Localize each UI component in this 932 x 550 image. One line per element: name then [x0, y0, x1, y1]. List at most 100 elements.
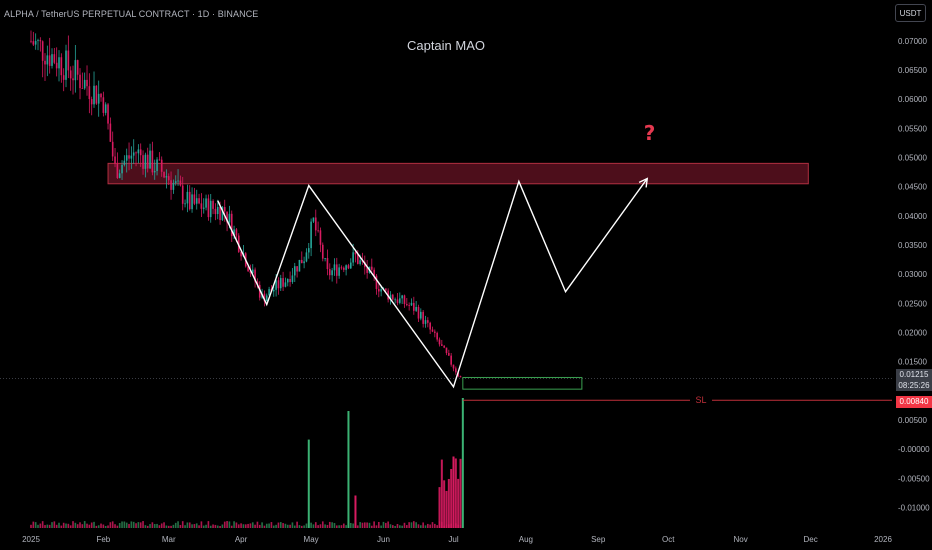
candle-body — [436, 332, 438, 340]
volume-bar — [58, 522, 60, 528]
volume-bar — [324, 524, 326, 528]
volume-bar — [314, 522, 317, 528]
volume-bar — [86, 523, 88, 528]
candle-body — [286, 278, 289, 283]
volume-bar — [198, 525, 200, 528]
price-tick-label: 0.03500 — [898, 241, 927, 250]
candle-body — [74, 60, 77, 81]
volume-bar — [289, 524, 291, 528]
candle-body — [373, 269, 375, 276]
volume-bar — [137, 522, 140, 528]
time-axis[interactable]: 2025 Feb Mar Apr May Jun Jul Aug Sep Oct Nov Dec 202… — [22, 535, 892, 544]
volume-bar — [149, 524, 151, 528]
candle-body — [296, 266, 298, 272]
volume-bar — [457, 478, 460, 528]
volume-bar — [95, 525, 98, 528]
candle-body — [163, 171, 165, 178]
volume-bar — [151, 522, 154, 528]
candle-body — [247, 266, 249, 272]
candle-body — [359, 260, 361, 264]
candle-body — [319, 230, 322, 245]
candle-body — [221, 207, 224, 221]
volume-bar — [319, 524, 322, 528]
projection-path[interactable] — [217, 178, 648, 389]
volume-bar — [424, 525, 427, 528]
volume-bar — [328, 521, 331, 528]
volume-bar — [97, 525, 100, 528]
volume-bar — [247, 523, 249, 528]
drawing-zones[interactable] — [107, 162, 809, 390]
price-tick-label: 0.02500 — [898, 299, 927, 308]
candle-body — [135, 152, 137, 154]
candle-body — [209, 200, 212, 218]
volume-bar — [221, 524, 224, 528]
candle-body — [427, 320, 429, 323]
candle-body — [179, 180, 182, 186]
volume-bar — [412, 521, 415, 528]
volume-bar — [375, 525, 378, 528]
candle-body — [317, 230, 319, 232]
candle-body — [149, 150, 151, 169]
price-axis[interactable]: 0.07000 0.06500 0.06000 0.05500 0.05000 0.045… — [898, 37, 930, 513]
volume-bar — [282, 523, 284, 528]
current-price-value: 0.01215 — [899, 370, 929, 379]
volume-bar — [41, 521, 44, 528]
volume-bar — [410, 522, 413, 528]
volume-bar — [172, 524, 175, 528]
candle-body — [438, 339, 441, 345]
candle-body — [417, 306, 420, 319]
volume-bar — [202, 525, 205, 528]
candle-body — [32, 41, 35, 45]
candle-body — [391, 294, 394, 300]
currency-button[interactable]: USDT — [895, 4, 926, 22]
candle-body — [116, 163, 119, 178]
volume-bar — [438, 487, 441, 528]
volume-bar — [445, 490, 448, 528]
candle-body — [81, 88, 84, 89]
stop-loss-label: SL — [695, 395, 706, 405]
candle-body — [448, 353, 450, 356]
volume-bar — [244, 524, 247, 528]
candle-body — [384, 288, 387, 291]
volume-bar — [427, 523, 429, 528]
volume-bar — [65, 523, 67, 528]
volume-bar — [195, 523, 198, 528]
volume-bar — [44, 525, 46, 528]
projection-drawings[interactable]: SL ? — [0, 121, 892, 405]
candle-body — [441, 344, 443, 346]
candle-body — [167, 176, 170, 181]
candle-body — [46, 55, 49, 65]
volume-bar — [135, 523, 137, 528]
candle-body — [429, 322, 431, 330]
volume-bar — [237, 524, 240, 528]
volume-bar — [366, 522, 368, 528]
candle-body — [153, 171, 156, 173]
candle-body — [340, 267, 343, 269]
candle-body — [223, 207, 226, 212]
volume-bar — [219, 525, 221, 528]
candle-body — [172, 182, 175, 190]
candle-body — [216, 206, 219, 215]
resistance-zone[interactable] — [107, 162, 809, 185]
volume-bar — [300, 525, 303, 528]
volume-bar — [363, 522, 366, 528]
volume-spike — [307, 439, 310, 528]
volume-bar — [380, 525, 382, 528]
volume-bar — [83, 521, 86, 528]
volume-bar — [74, 522, 77, 528]
volume-bar — [261, 522, 263, 528]
volume-bar — [263, 525, 266, 528]
price-tick-label: 0.06500 — [898, 66, 927, 75]
candle-body — [121, 164, 123, 174]
volume-bar — [69, 525, 72, 528]
volume-bar — [305, 523, 308, 528]
volume-bar — [272, 525, 275, 528]
entry-zone[interactable] — [462, 376, 583, 390]
candle-body — [394, 299, 396, 301]
candle-body — [284, 282, 287, 287]
candle-body — [118, 173, 121, 178]
candle-body — [146, 154, 149, 169]
candle-body — [431, 329, 434, 332]
volume-bar — [235, 522, 238, 528]
